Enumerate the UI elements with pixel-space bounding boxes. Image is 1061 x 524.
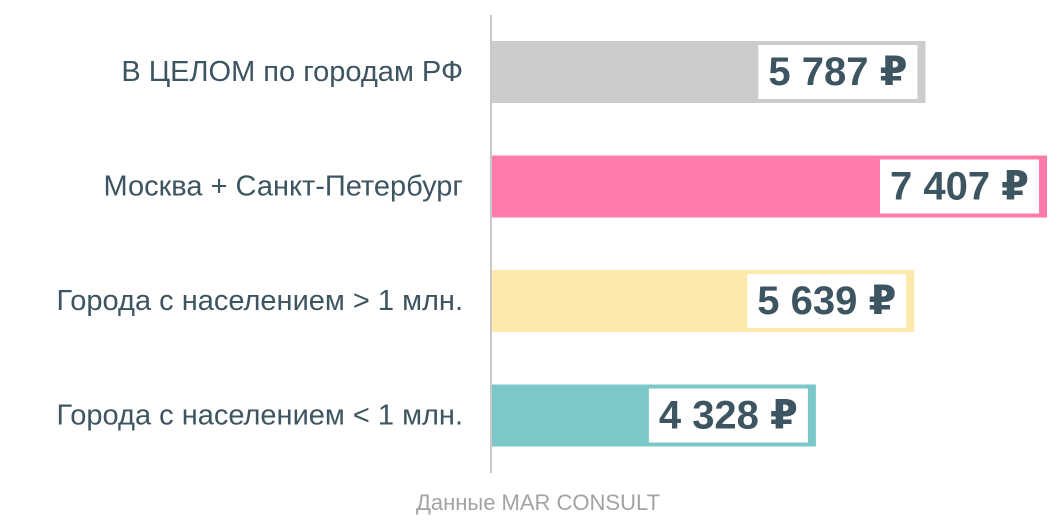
value-label: 5 639 ₽ [757, 279, 896, 323]
value-label: 4 328 ₽ [659, 394, 798, 438]
category-label: Москва + Санкт-Петербург [104, 171, 464, 203]
value-label-box [747, 274, 907, 328]
bars-layer: В ЦЕЛОМ по городам РФ 5 787 ₽ Москва + Сан… [57, 41, 1048, 447]
category-label: Города с населением < 1 млн. [57, 400, 463, 432]
category-label: Города с населением > 1 млн. [57, 285, 463, 317]
value-label: 7 407 ₽ [890, 165, 1029, 209]
value-label-box [648, 388, 808, 443]
value-label-box [758, 45, 918, 99]
value-label-box [879, 159, 1040, 214]
category-label: В ЦЕЛОМ по городам РФ [121, 56, 463, 88]
value-label: 5 787 ₽ [768, 50, 907, 94]
source-note: Данные MAR CONSULT [416, 490, 660, 515]
